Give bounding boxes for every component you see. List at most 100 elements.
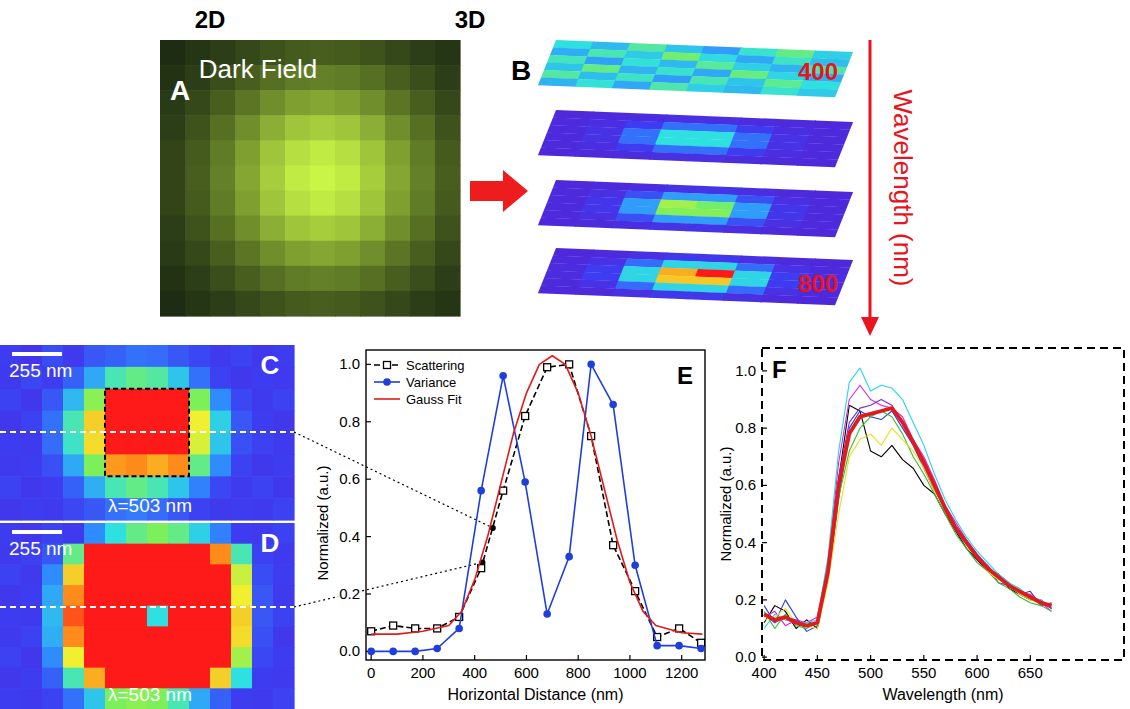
y-tick-label: 0.4 [339, 528, 360, 545]
cell [649, 152, 690, 161]
cell [231, 523, 253, 544]
cell [63, 498, 85, 520]
plot-data [764, 368, 1051, 631]
cell [435, 216, 461, 242]
series-line [764, 368, 1051, 628]
cell [310, 241, 336, 267]
cell [105, 345, 127, 367]
cell [360, 65, 386, 91]
cell [42, 411, 64, 433]
cell [189, 585, 211, 606]
cell [210, 90, 236, 116]
cell [0, 626, 22, 647]
cell [185, 140, 211, 166]
cell [210, 191, 236, 217]
scale-bar [12, 530, 62, 534]
cell [147, 367, 169, 389]
cell [210, 647, 232, 668]
cell [797, 88, 838, 97]
axis-arrow [869, 40, 872, 320]
cell [435, 40, 461, 66]
x-tick [422, 655, 423, 660]
cell [273, 585, 295, 606]
cell [649, 82, 690, 91]
cell [168, 367, 190, 389]
cell [252, 585, 274, 606]
cell [538, 286, 579, 295]
cell [260, 191, 286, 217]
cell [260, 115, 286, 141]
cell [21, 688, 43, 709]
cell [189, 523, 211, 544]
arrow [470, 170, 528, 212]
cell [231, 389, 253, 411]
cell [385, 216, 411, 242]
cell [252, 606, 274, 627]
cell [210, 389, 232, 411]
x-tick [817, 655, 818, 660]
cell [273, 411, 295, 433]
cell [360, 165, 386, 191]
cell [210, 564, 232, 585]
y-tick-label: 0.6 [339, 470, 360, 487]
marker [455, 625, 463, 633]
cell [285, 266, 311, 292]
cell [385, 165, 411, 191]
cell [42, 564, 64, 585]
panel-a: ADark Field [160, 40, 461, 317]
cell [235, 140, 261, 166]
cell [686, 154, 727, 163]
cell [285, 241, 311, 267]
cell [285, 291, 311, 317]
cell [723, 155, 764, 164]
caption: λ=503 nm [108, 495, 192, 516]
cell [385, 241, 411, 267]
cell [0, 389, 22, 411]
cell [42, 647, 64, 668]
cell [231, 668, 253, 689]
cell [285, 165, 311, 191]
y-tick-label: 0.6 [735, 476, 756, 493]
cell [435, 266, 461, 292]
scale-bar [12, 352, 62, 356]
cell [21, 626, 43, 647]
layer [538, 248, 853, 305]
y-tick-label: 0.0 [735, 648, 756, 665]
cell [231, 626, 253, 647]
cell [435, 191, 461, 217]
cell [797, 228, 838, 237]
cell [273, 454, 295, 476]
cell [260, 140, 286, 166]
cell [760, 295, 801, 304]
series-line [764, 411, 1051, 631]
cell [435, 65, 461, 91]
chart-f: 4004505005506006500.00.20.40.60.81.0Wave… [717, 348, 1124, 703]
cell [126, 523, 148, 544]
cell [231, 564, 253, 585]
label-patch [734, 476, 757, 493]
cell [273, 626, 295, 647]
y-tick [762, 542, 767, 543]
legend-label: Variance [406, 375, 456, 390]
marker [587, 361, 595, 369]
label-patch [338, 413, 361, 430]
cell [686, 224, 727, 233]
x-tick-label: 0 [367, 664, 375, 681]
panel-b: B400800Wavelength (nm) [511, 40, 918, 336]
cell [538, 78, 579, 87]
marker [384, 362, 391, 369]
cell [612, 81, 653, 90]
cell [160, 191, 186, 217]
cell [63, 647, 85, 668]
x-tick [629, 655, 630, 660]
cell [252, 389, 274, 411]
cell [385, 65, 411, 91]
cell [42, 668, 64, 689]
series-line [371, 364, 701, 642]
x-tick-label: 400 [462, 664, 487, 681]
marker [610, 542, 617, 549]
cell [760, 227, 801, 236]
panel-c: 255 nmCλ=503 nm [0, 345, 295, 521]
cell [410, 65, 436, 91]
cell [0, 668, 22, 689]
